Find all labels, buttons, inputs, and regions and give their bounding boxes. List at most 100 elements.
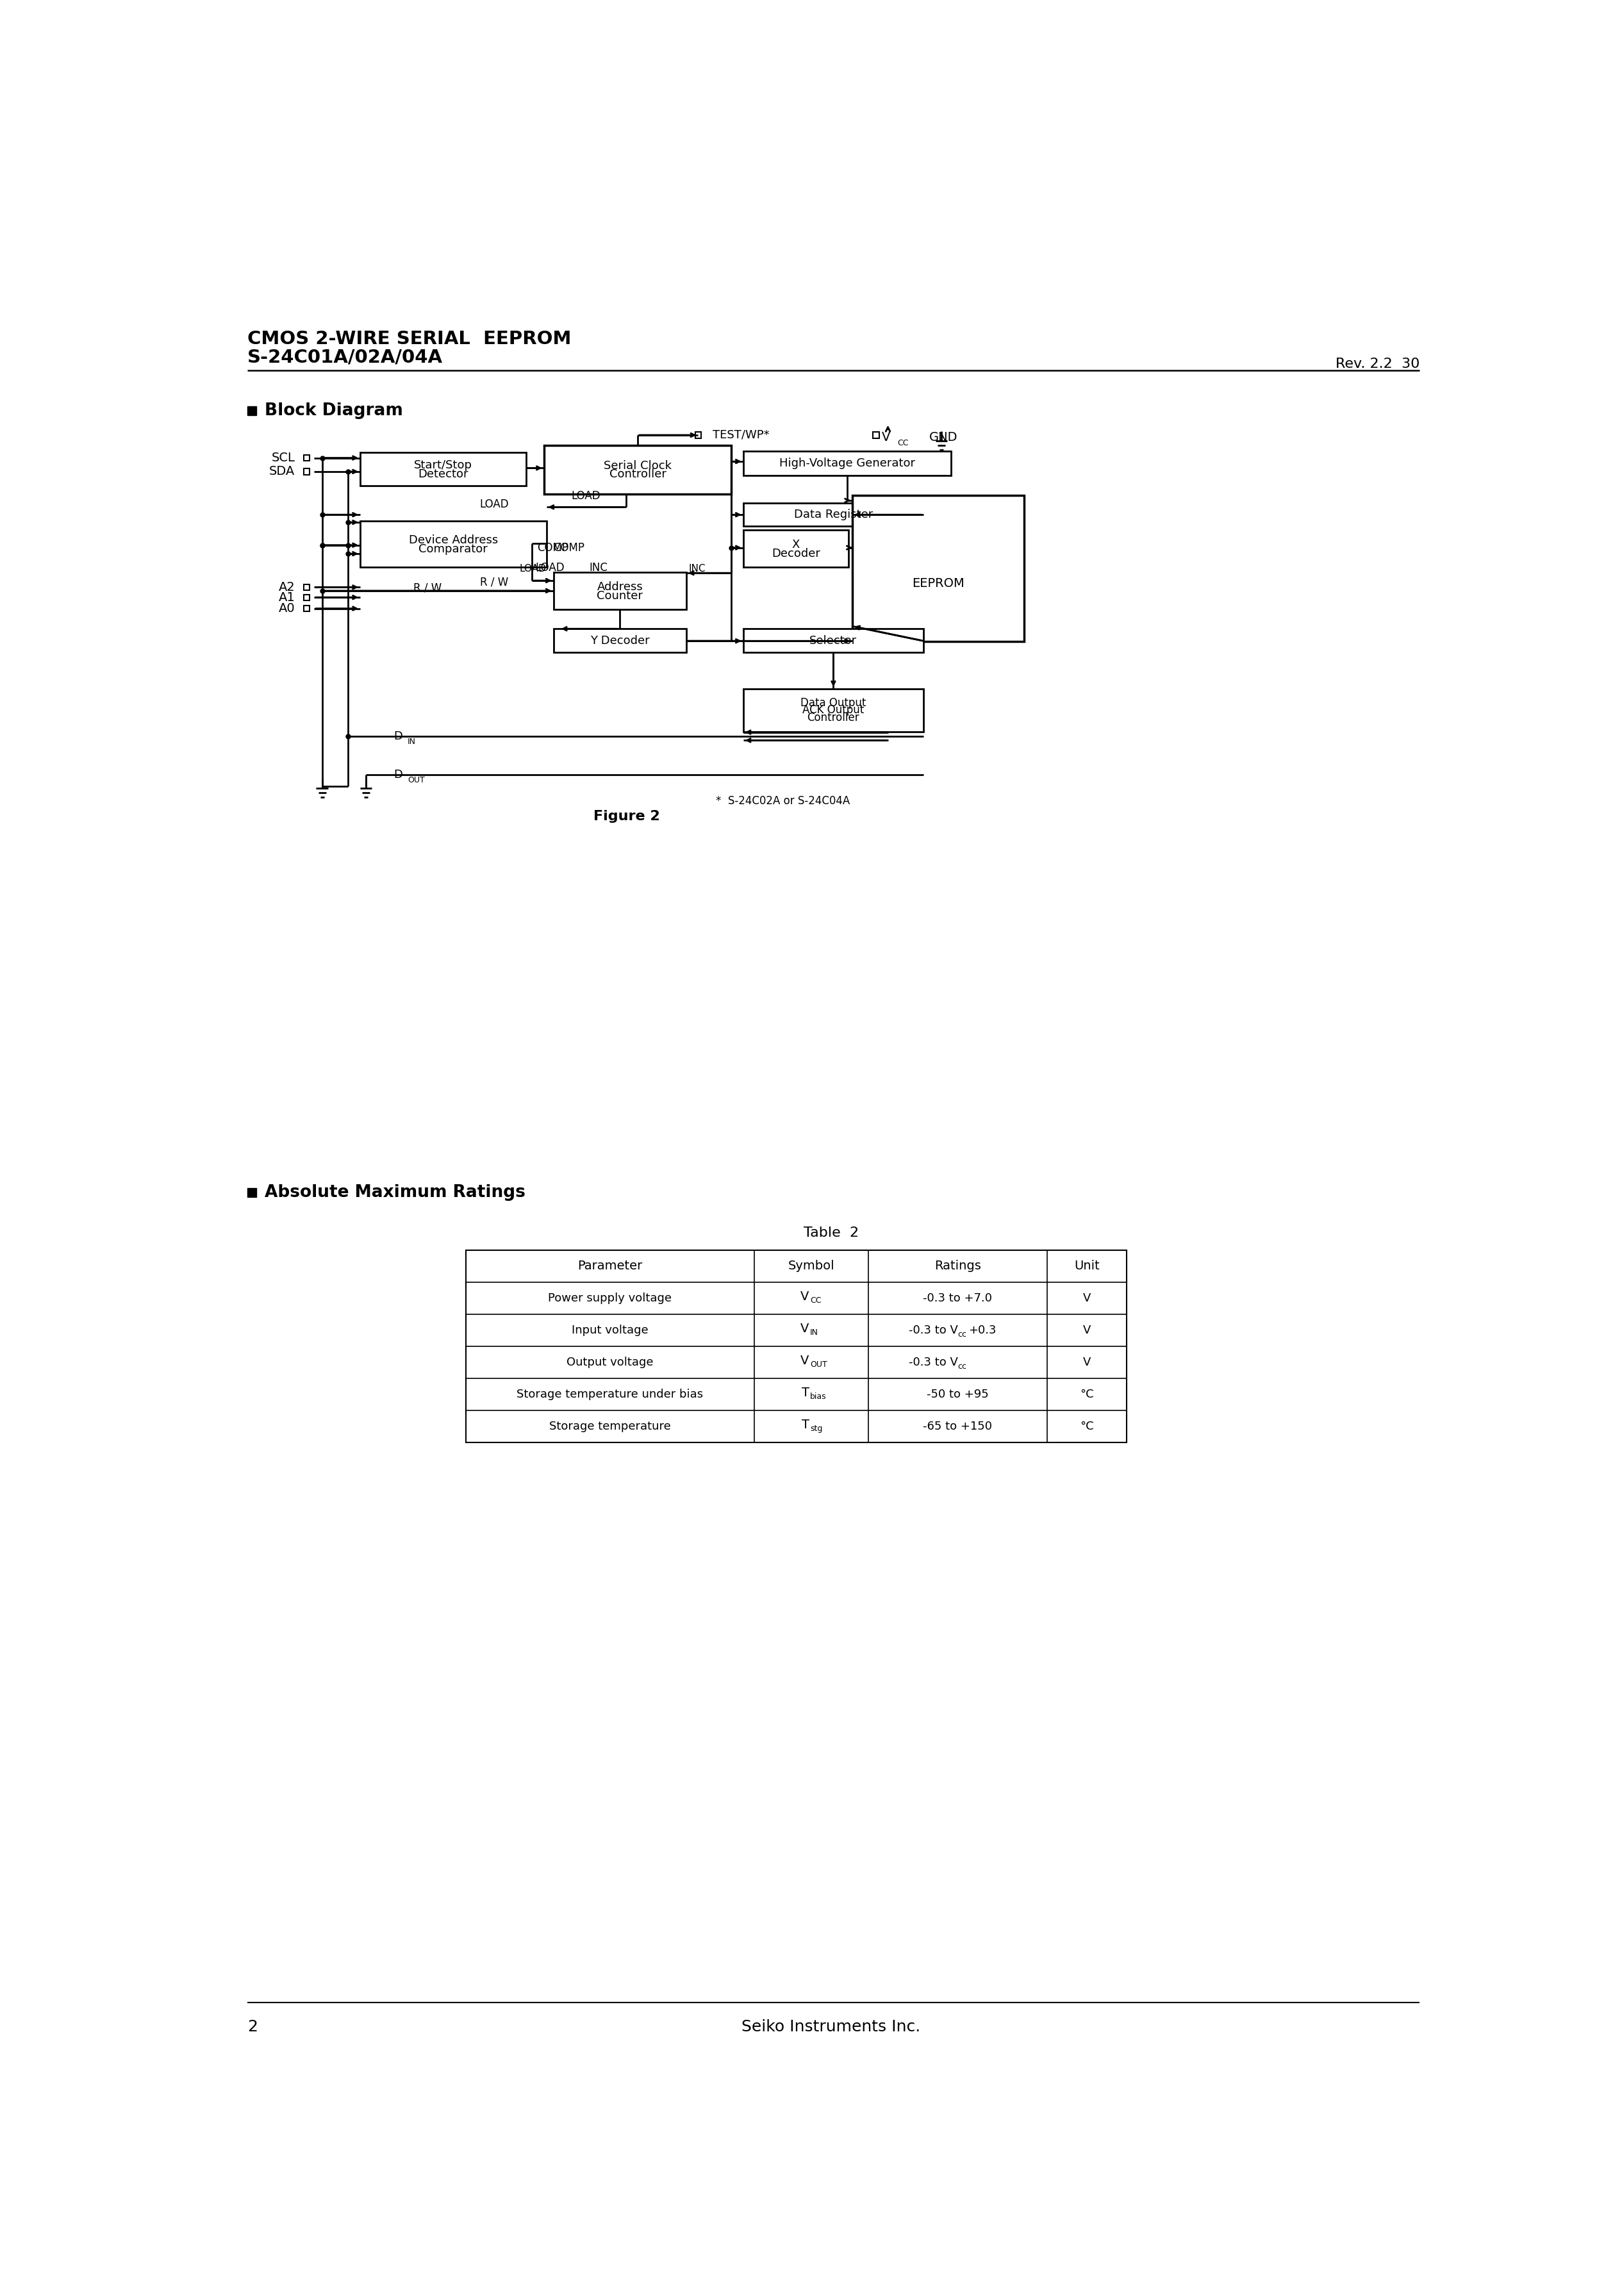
Text: +0.3: +0.3 [968, 1325, 996, 1336]
Text: LOAD: LOAD [519, 565, 547, 574]
Text: Unit: Unit [1074, 1261, 1100, 1272]
Bar [553, 629, 686, 652]
Text: Serial Clock: Serial Clock [603, 459, 672, 471]
Text: SCL: SCL [271, 452, 295, 464]
Text: COMP: COMP [537, 542, 568, 553]
Text: Y Decoder: Y Decoder [590, 636, 649, 647]
Text: °C: °C [1080, 1421, 1093, 1433]
Text: Ratings: Ratings [934, 1261, 981, 1272]
Text: Output voltage: Output voltage [566, 1357, 654, 1368]
Text: *  S-24C02A or S-24C04A: * S-24C02A or S-24C04A [715, 794, 850, 806]
Bar [743, 530, 848, 567]
Text: Selector: Selector [809, 636, 856, 647]
Bar [543, 445, 732, 494]
Text: T: T [801, 1387, 809, 1398]
Text: Detector: Detector [418, 468, 469, 480]
Bar [303, 468, 310, 475]
Text: Counter: Counter [597, 590, 642, 602]
Text: Seiko Instruments Inc.: Seiko Instruments Inc. [741, 2020, 921, 2034]
Text: LOAD: LOAD [535, 563, 564, 574]
Text: Rev. 2.2  30: Rev. 2.2 30 [1335, 358, 1419, 370]
Text: Storage temperature: Storage temperature [550, 1421, 672, 1433]
Text: Storage temperature under bias: Storage temperature under bias [517, 1389, 704, 1401]
Bar [743, 629, 923, 652]
Text: -50 to +95: -50 to +95 [926, 1389, 989, 1401]
Text: cc: cc [957, 1329, 967, 1339]
Text: Power supply voltage: Power supply voltage [548, 1293, 672, 1304]
Bar [743, 689, 923, 732]
Text: CC: CC [897, 439, 908, 448]
Bar [303, 455, 310, 461]
Text: Controller: Controller [808, 712, 860, 723]
Text: Symbol: Symbol [788, 1261, 834, 1272]
Text: CC: CC [809, 1297, 821, 1304]
Text: cc: cc [957, 1362, 967, 1371]
Text: 2: 2 [248, 2020, 258, 2034]
Bar [553, 572, 686, 608]
Text: V: V [1083, 1357, 1090, 1368]
Text: Device Address: Device Address [409, 535, 498, 546]
Text: GND: GND [929, 432, 959, 443]
Text: LOAD: LOAD [480, 498, 509, 510]
Text: ACK Output: ACK Output [803, 705, 865, 716]
Bar [303, 595, 310, 599]
Text: Block Diagram: Block Diagram [264, 402, 404, 420]
Text: High-Voltage Generator: High-Voltage Generator [779, 457, 915, 468]
Text: Absolute Maximum Ratings: Absolute Maximum Ratings [264, 1185, 526, 1201]
Bar [852, 496, 1025, 641]
Text: -0.3 to V: -0.3 to V [908, 1325, 957, 1336]
Text: Data Output: Data Output [801, 698, 866, 709]
Text: R / W: R / W [480, 576, 508, 588]
Text: TEST/WP*: TEST/WP* [712, 429, 769, 441]
Text: Input voltage: Input voltage [571, 1325, 649, 1336]
Text: -0.3 to +7.0: -0.3 to +7.0 [923, 1293, 993, 1304]
Text: D: D [393, 730, 402, 742]
Text: °C: °C [1080, 1389, 1093, 1401]
Text: Decoder: Decoder [772, 546, 821, 560]
Text: D: D [393, 769, 402, 781]
Bar [303, 606, 310, 611]
Text: A2: A2 [279, 581, 295, 592]
Text: X: X [792, 540, 800, 551]
Bar [360, 521, 547, 567]
Bar [696, 432, 701, 439]
Bar [466, 1249, 1127, 1442]
Text: V: V [1083, 1293, 1090, 1304]
Text: Comparator: Comparator [418, 544, 488, 556]
Text: Data Register: Data Register [793, 510, 873, 521]
Text: IN: IN [809, 1329, 819, 1336]
Text: V: V [882, 432, 890, 443]
Bar [360, 452, 526, 487]
Text: S-24C01A/02A/04A: S-24C01A/02A/04A [248, 349, 443, 367]
Text: EEPROM: EEPROM [912, 576, 965, 590]
Text: Controller: Controller [610, 468, 667, 480]
Bar [248, 406, 256, 416]
Text: -0.3 to V: -0.3 to V [908, 1357, 957, 1368]
Bar [743, 452, 950, 475]
Text: R / W: R / W [414, 583, 441, 595]
Text: INC: INC [589, 563, 608, 574]
Text: T: T [801, 1419, 809, 1430]
Text: Figure 2: Figure 2 [594, 810, 660, 822]
Bar [743, 503, 923, 526]
Text: INC: INC [689, 565, 706, 574]
Text: SDA: SDA [269, 466, 295, 478]
Text: Table  2: Table 2 [803, 1226, 858, 1240]
Bar [248, 1189, 256, 1196]
Text: stg: stg [809, 1426, 822, 1433]
Text: A0: A0 [279, 602, 295, 615]
Text: OUT: OUT [809, 1362, 827, 1368]
Text: COMP: COMP [553, 542, 586, 553]
Text: V: V [801, 1355, 809, 1366]
Text: IN: IN [407, 737, 415, 746]
Text: Parameter: Parameter [577, 1261, 642, 1272]
Text: bias: bias [809, 1394, 827, 1401]
Text: -65 to +150: -65 to +150 [923, 1421, 993, 1433]
Text: V: V [801, 1322, 809, 1334]
Text: V: V [801, 1290, 809, 1302]
Text: OUT: OUT [407, 776, 425, 785]
Text: Start/Stop: Start/Stop [414, 459, 472, 471]
Bar [873, 432, 879, 439]
Text: A1: A1 [279, 592, 295, 604]
Text: CMOS 2-WIRE SERIAL  EEPROM: CMOS 2-WIRE SERIAL EEPROM [248, 331, 571, 347]
